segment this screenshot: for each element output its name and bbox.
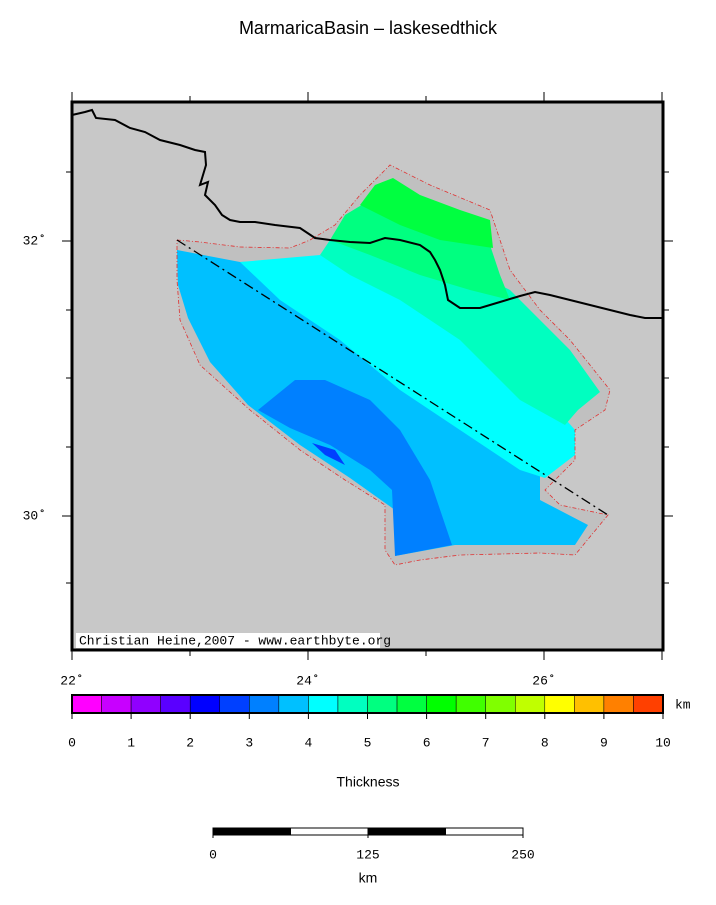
colorbar-swatch — [249, 694, 280, 714]
scale-tick-label: 0 — [209, 847, 217, 862]
colorbar-swatch — [455, 694, 486, 714]
credit: Christian Heine,2007 - www.earthbyte.org — [79, 633, 391, 648]
colorbar-tick-label: 7 — [482, 735, 490, 750]
colorbar-swatch — [515, 694, 546, 714]
colorbar-swatch — [308, 694, 339, 714]
colorbar-tick-label: 9 — [600, 735, 608, 750]
colorbar-tick-label: 3 — [245, 735, 253, 750]
colorbar-swatch — [101, 694, 132, 714]
title: MarmaricaBasin – laskesedthick — [239, 18, 498, 38]
colorbar-swatch — [278, 694, 309, 714]
colorbar-swatch — [485, 694, 516, 714]
scale-segment — [445, 827, 524, 836]
lon-label: 22˚ — [60, 673, 83, 688]
colorbar-swatch — [71, 694, 102, 714]
lon-label: 24˚ — [296, 673, 319, 688]
thickness-3 — [258, 380, 452, 556]
map-frame — [70, 100, 665, 652]
colorbar-swatch — [574, 694, 605, 714]
lat-label: 30˚ — [23, 508, 46, 523]
colorbar: 0 1 2 3 4 5 6 7 8 9 10 — [68, 694, 671, 750]
colorbar-tick-label: 1 — [127, 735, 135, 750]
colorbar-swatch — [396, 694, 427, 714]
colorbar-swatch — [160, 694, 191, 714]
scale-segment — [367, 827, 446, 836]
colorbar-tick-label: 10 — [655, 735, 671, 750]
colorbar-swatch — [130, 694, 161, 714]
colorbar-swatch — [603, 694, 634, 714]
colorbar-swatch — [544, 694, 575, 714]
profile-line — [176, 239, 609, 516]
thickness-5.5 — [360, 178, 493, 248]
colorbar-unit: km — [675, 697, 691, 712]
colorbar-label: Thickness — [336, 774, 399, 790]
colorbar-tick-label: 6 — [423, 735, 431, 750]
thickness-4 — [240, 255, 575, 478]
colorbar-tick-label: 0 — [68, 735, 76, 750]
colorbar-tick-label: 2 — [186, 735, 194, 750]
scale-segment — [212, 827, 291, 836]
scale-unit: km — [359, 870, 378, 886]
scale-segment — [290, 827, 369, 836]
colorbar-swatch — [426, 694, 457, 714]
scale-bar: 0 125 250 — [209, 827, 535, 862]
thickness-4.5 — [320, 240, 600, 425]
colorbar-swatch — [633, 694, 664, 714]
scale-tick-label: 125 — [356, 847, 379, 862]
thickness-2.5 — [312, 443, 345, 465]
coastline — [71, 108, 663, 319]
colorbar-swatch — [337, 694, 368, 714]
thickness-3.5 — [177, 250, 588, 556]
thickness-5 — [330, 200, 510, 300]
colorbar-swatch — [367, 694, 398, 714]
frame-ticks — [62, 92, 673, 660]
credit-box — [76, 633, 380, 648]
colorbar-swatch — [189, 694, 220, 714]
colorbar-swatch — [219, 694, 250, 714]
basin-outline — [176, 164, 611, 566]
colorbar-tick-label: 8 — [541, 735, 549, 750]
lon-label: 26˚ — [532, 673, 555, 688]
lat-label: 32˚ — [23, 233, 46, 248]
colorbar-tick-label: 4 — [304, 735, 312, 750]
colorbar-tick-label: 5 — [364, 735, 372, 750]
map: Christian Heine,2007 - www.earthbyte.org… — [23, 92, 673, 688]
scale-tick-label: 250 — [511, 847, 534, 862]
